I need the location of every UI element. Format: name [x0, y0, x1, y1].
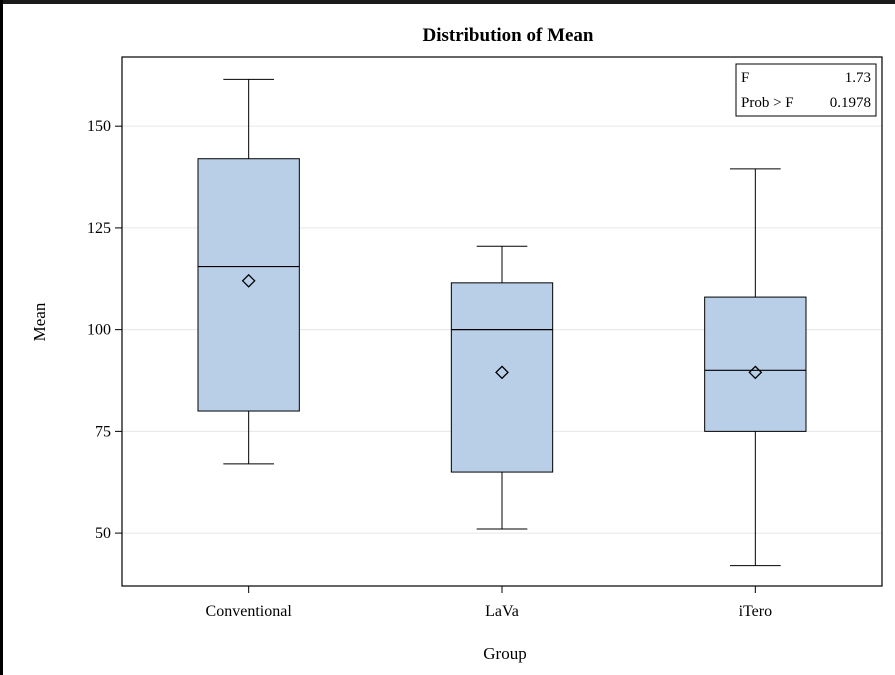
stats-inset-frame — [735, 63, 877, 117]
mean-marker — [241, 273, 256, 288]
left-border-line — [0, 0, 3, 675]
iqr-box — [197, 158, 300, 412]
x-axis-label: Group — [483, 644, 526, 663]
y-tick-label: 150 — [87, 118, 111, 135]
top-border-band — [0, 0, 895, 4]
x-tick-label: LaVa — [485, 603, 519, 620]
x-tick-label: Conventional — [206, 603, 293, 620]
y-tick-label: 75 — [95, 423, 111, 440]
box-group — [704, 168, 807, 567]
x-tick-label: iTero — [739, 603, 773, 620]
y-axis: 50 75 100 125 150 — [87, 118, 122, 542]
mean-marker — [748, 365, 763, 380]
boxes — [197, 78, 807, 567]
stats-inset-table: F 1.73 Prob > F 0.1978 — [735, 63, 877, 117]
stat-f-value: 1.73 — [845, 70, 871, 86]
stat-prob-label: Prob > F — [741, 95, 794, 111]
y-tick-label: 125 — [87, 220, 111, 237]
box-group — [450, 245, 554, 530]
box-group — [197, 78, 300, 465]
iqr-box — [704, 296, 807, 432]
chart-title: Distribution of Mean — [423, 25, 594, 46]
x-axis: Conventional LaVa iTero — [206, 586, 773, 620]
y-tick-label: 100 — [87, 322, 111, 339]
stat-f-label: F — [741, 70, 749, 86]
stat-prob-value: 0.1978 — [830, 95, 871, 111]
mean-marker — [495, 365, 509, 380]
y-tick-label: 50 — [95, 525, 111, 542]
y-axis-label: Mean — [30, 302, 49, 341]
